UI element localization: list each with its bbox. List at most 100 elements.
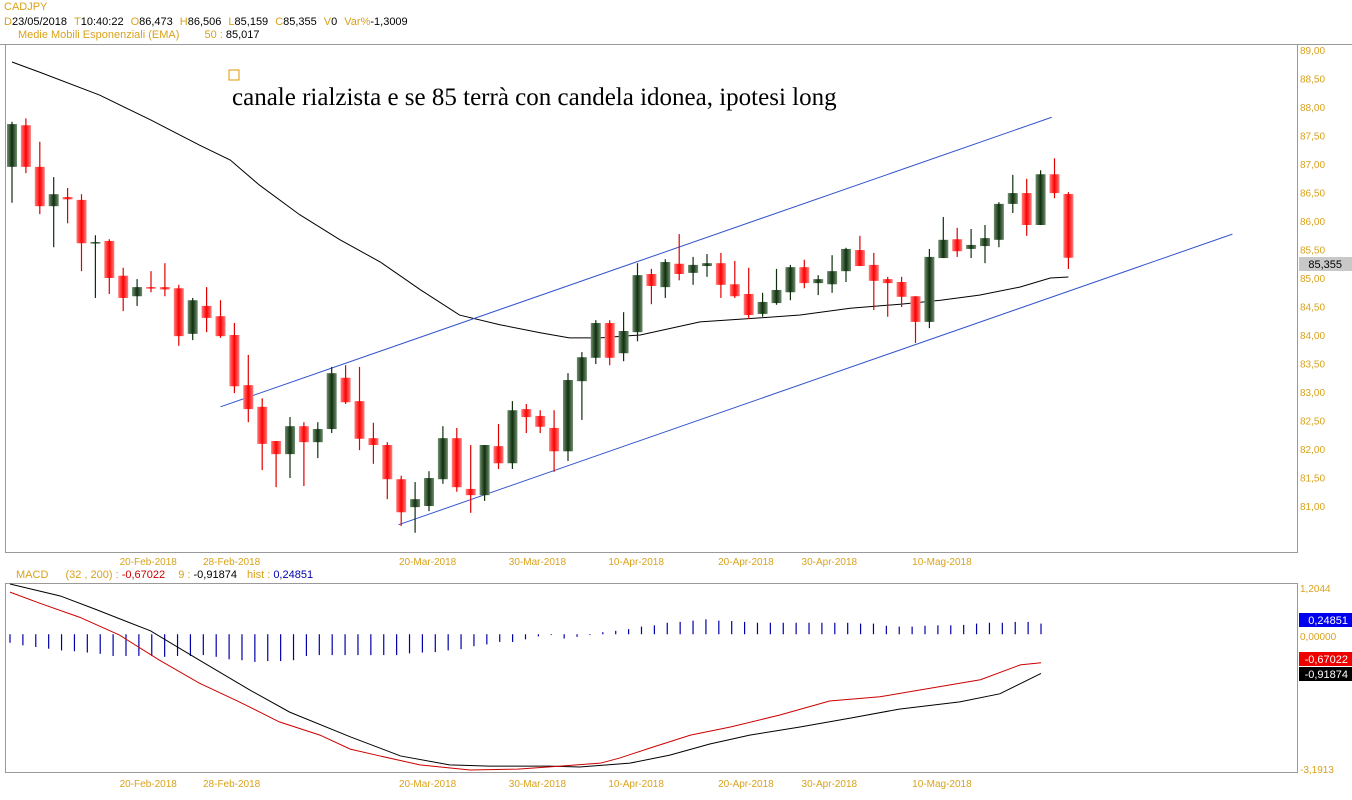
candle [674,234,685,281]
candle-body [312,429,323,443]
symbol-title: CADJPY [4,1,48,13]
price-tick-label: 82,50 [1300,417,1325,428]
candle [938,217,949,259]
candle [424,471,434,512]
candle [535,410,546,434]
candle-body [215,316,226,337]
candle-body [382,445,393,480]
candle-body [813,279,824,284]
candle [813,275,824,296]
macd-legend: MACD (32 , 200) : -0,67022 9 : -0,91874 … [16,569,313,582]
candle [1049,158,1060,199]
candle [479,445,490,501]
candles-layer [7,118,1074,533]
macd-label: MACD [16,569,49,581]
channel-upper-line[interactable] [220,116,1052,408]
candle-body [896,281,907,297]
candle [76,194,87,272]
date-label: 10-Apr-2018 [608,557,664,568]
candle-body [340,377,351,403]
candle-body [76,199,87,244]
candle [993,202,1004,248]
candle [729,260,740,298]
candle [229,323,240,394]
candle-body [757,301,768,314]
quote-value: 86,506 [187,16,222,28]
candle-body [368,438,379,446]
date-label: 10-Mag-2018 [912,557,972,568]
candle-body [771,289,782,304]
candle-body [952,239,963,252]
candle [20,118,31,174]
candle-body [146,287,156,289]
candle [104,239,115,294]
candle [48,177,59,248]
candle [952,227,963,257]
candle-body [604,323,615,358]
candle-body [938,239,949,259]
macd-badge [1299,652,1352,666]
ema-value: 85,017 [225,29,260,41]
candle-body [48,194,59,207]
candle [1063,192,1074,269]
candle-body [785,267,796,293]
date-label: 20-Apr-2018 [718,557,774,568]
candle [632,263,643,342]
price-tick-label: 89,00 [1300,46,1325,57]
candle-body [882,279,893,284]
candle [896,276,907,308]
candle-body [1007,193,1018,204]
signal-badge [1299,667,1352,681]
candle-body [173,288,184,337]
candle [980,224,990,264]
candle [159,263,170,297]
candle-body [507,410,518,464]
price-tick-label: 82,00 [1300,445,1325,456]
candle-body [715,263,726,285]
candle [660,259,671,298]
hist-badge [1299,613,1352,627]
annotation-marker-icon[interactable] [228,69,240,81]
candle [34,141,45,215]
candle-body [576,357,587,382]
date-label: 28-Feb-2018 [203,779,261,790]
price-tick-label: 84,50 [1300,303,1325,314]
candle [757,292,768,317]
date-axis-macd: 20-Feb-2018 28-Feb-2018 20-Mar-2018 30-Mar-… [120,779,973,790]
quote-label: T [74,16,81,28]
candle [827,255,838,293]
candle-body [1021,193,1032,225]
candle [382,442,393,500]
candle-body [20,125,31,167]
candle-body [549,427,560,452]
price-tick-label: 86,50 [1300,189,1325,200]
candle-body [285,426,295,455]
candle-body [104,240,115,278]
hist-label: hist : [247,569,271,581]
candle [187,297,198,341]
candle [368,422,379,464]
macd-panel [5,583,1298,773]
candle-body [841,248,851,272]
candle [618,312,629,362]
quote-label: C [275,16,284,28]
candle-body [910,296,921,322]
date-axis-main: 20-Feb-2018 28-Feb-2018 20-Mar-2018 30-Mar-… [120,557,973,568]
channel-lower-line[interactable] [398,233,1233,526]
last-price-badge [1299,257,1352,271]
candle-body [326,373,337,430]
last-price-text: 85,355 [1308,259,1342,271]
hist-badge-text: 0,24851 [1308,615,1348,627]
candle [563,373,573,461]
date-label: 30-Apr-2018 [802,779,858,790]
candle [521,403,532,434]
candle [854,235,865,267]
date-label: 10-Apr-2018 [608,779,664,790]
price-tick-label: 85,50 [1300,246,1325,257]
candle [1021,178,1032,236]
annotation-text[interactable]: canale rialzista e se 85 terrà con cande… [232,84,837,111]
candle [354,366,365,451]
date-label: 30-Apr-2018 [802,557,858,568]
candle-body [521,409,532,418]
